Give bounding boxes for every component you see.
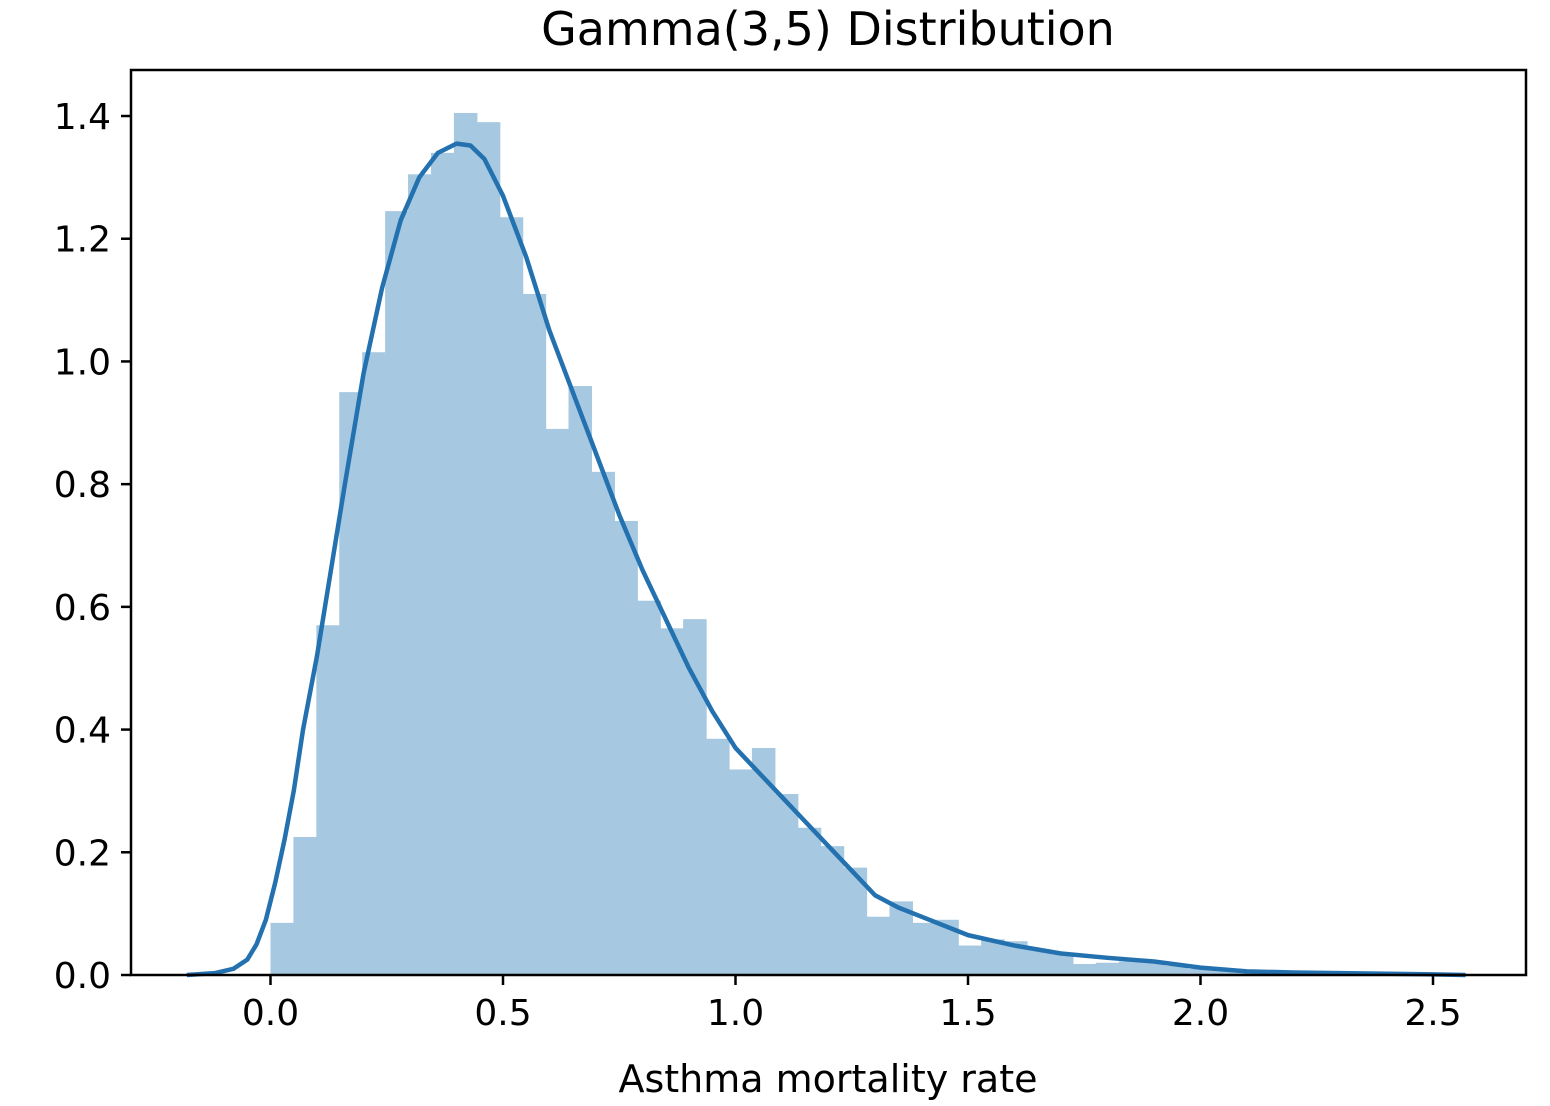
histogram-bar	[637, 600, 661, 975]
histogram-bar	[385, 211, 409, 975]
x-tick-label: 1.5	[939, 993, 996, 1034]
histogram-bar	[1027, 949, 1051, 975]
histogram-bar	[1049, 953, 1074, 975]
y-tick-label: 1.4	[54, 97, 111, 138]
histogram-bar	[568, 385, 593, 976]
x-tick-label: 0.5	[474, 993, 531, 1034]
x-axis-label: Asthma mortality rate	[618, 1057, 1037, 1101]
x-tick-label: 2.5	[1404, 993, 1461, 1034]
histogram-bar	[545, 428, 570, 975]
kde-line	[186, 141, 1466, 978]
y-tick-label: 1.0	[54, 342, 111, 383]
histogram-bar	[683, 619, 707, 975]
histogram-bar	[1095, 962, 1120, 975]
histogram-bar	[889, 901, 913, 975]
histogram-bar	[660, 628, 684, 975]
x-axis-ticks: 0.0 0.5 1.0 1.5 2.0 2.5	[242, 975, 1462, 1034]
histogram-bar	[614, 520, 638, 975]
y-tick-label: 1.2	[54, 220, 111, 261]
y-tick-label: 0.6	[54, 588, 111, 629]
histogram-bars	[270, 112, 1487, 976]
axes-frame	[129, 68, 1528, 977]
histogram-bar	[843, 867, 868, 975]
y-tick-label: 0.8	[54, 465, 111, 506]
histogram-bar	[1164, 965, 1189, 975]
y-tick-label: 0.2	[54, 833, 111, 874]
y-tick-label: 0.4	[54, 711, 111, 752]
histogram-bar	[706, 738, 730, 975]
histogram-bar	[1141, 962, 1166, 975]
histogram-bar	[1004, 941, 1028, 975]
histogram-bar	[591, 471, 615, 975]
histogram-bar	[1187, 968, 1211, 975]
histogram-bar	[476, 122, 501, 975]
histogram-bar	[408, 174, 432, 975]
histogram-bar	[958, 945, 982, 975]
histogram-bar	[522, 293, 547, 975]
histogram-bar	[362, 352, 386, 975]
histogram-bar	[1118, 961, 1143, 975]
histogram-bar	[1072, 963, 1097, 975]
chart-title: Gamma(3,5) Distribution	[541, 2, 1115, 56]
histogram-bar	[293, 836, 317, 975]
histogram-bar	[270, 922, 295, 975]
y-axis-ticks: 0.0 0.2 0.4 0.6 0.8 1.0 1.2 1.4	[54, 97, 131, 997]
histogram-bar	[912, 922, 936, 975]
x-tick-label: 0.0	[242, 993, 299, 1034]
histogram-bar	[1210, 970, 1234, 975]
histogram-bar	[866, 916, 891, 975]
histogram-bar	[339, 392, 363, 975]
histogram-bar	[774, 794, 799, 975]
histogram-bar	[820, 846, 845, 975]
histogram-bar	[751, 747, 776, 975]
histogram-bar	[453, 112, 478, 975]
histogram-bar	[935, 919, 959, 975]
histogram-bar	[728, 769, 753, 975]
histogram-bar	[499, 217, 524, 975]
x-tick-label: 2.0	[1172, 993, 1229, 1034]
y-tick-label: 0.0	[54, 956, 111, 997]
x-tick-label: 1.0	[707, 993, 764, 1034]
histogram-bar	[316, 625, 340, 975]
histogram-bar	[981, 939, 1005, 975]
histogram-bar	[430, 152, 455, 975]
histogram-bar	[797, 827, 822, 975]
